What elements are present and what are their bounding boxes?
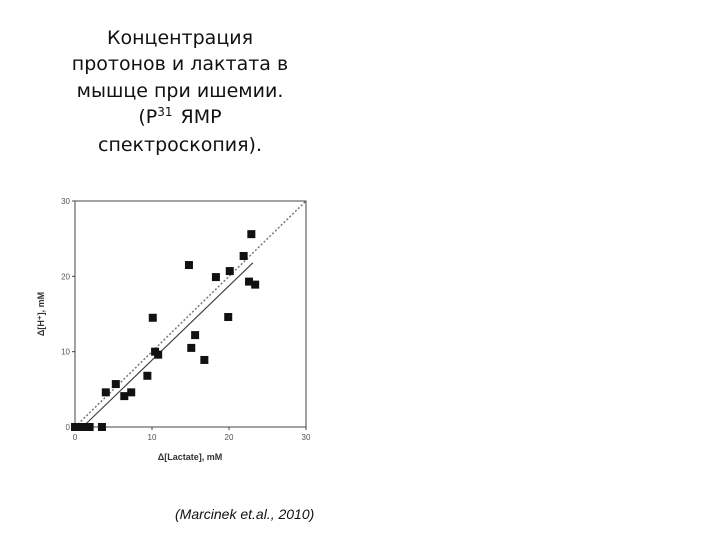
point	[251, 280, 260, 289]
point	[225, 267, 234, 276]
title-line: Концентрация	[107, 27, 253, 49]
y-axis-label: Δ[H⁺], mM	[36, 292, 46, 336]
identity-line	[74, 200, 307, 428]
point	[187, 343, 196, 352]
title-part: ЯМР	[181, 106, 222, 128]
fit-line	[82, 262, 254, 428]
x-tick-label: 0	[73, 433, 78, 442]
title-line: спектроскопия).	[98, 134, 262, 156]
point	[239, 251, 248, 260]
x-tick-label: 10	[148, 433, 157, 442]
point	[245, 277, 254, 286]
point	[120, 392, 129, 401]
title-line: мышце при ишемии.	[77, 80, 284, 102]
point	[143, 371, 152, 380]
point	[111, 380, 120, 389]
x-tick-label: 30	[302, 433, 311, 442]
point	[191, 331, 200, 340]
y-tick-label: 10	[61, 348, 70, 357]
point	[154, 350, 163, 359]
point	[127, 388, 136, 397]
y-tick-label: 20	[61, 272, 70, 281]
point	[247, 230, 256, 239]
title-sup: 31	[157, 105, 172, 119]
point	[81, 423, 90, 431]
point	[75, 423, 84, 431]
plot-frame	[74, 200, 307, 428]
point	[200, 355, 209, 364]
point	[211, 273, 220, 282]
title-line: (P31 ЯМР	[138, 105, 221, 128]
y-tick-label: 0	[66, 423, 71, 432]
y-tick-label: 30	[61, 197, 70, 206]
title-line: протонов и лактата в	[72, 53, 288, 75]
point	[101, 388, 110, 397]
x-axis-label: Δ[Lactate], mM	[158, 452, 222, 462]
point	[85, 423, 94, 431]
point	[184, 261, 193, 270]
point	[71, 423, 79, 431]
point	[148, 313, 157, 322]
point	[97, 423, 106, 431]
citation: (Marcinek et.al., 2010)	[175, 506, 314, 522]
point	[224, 313, 233, 322]
title-part: (P	[138, 106, 157, 128]
x-tick-label: 20	[225, 433, 234, 442]
